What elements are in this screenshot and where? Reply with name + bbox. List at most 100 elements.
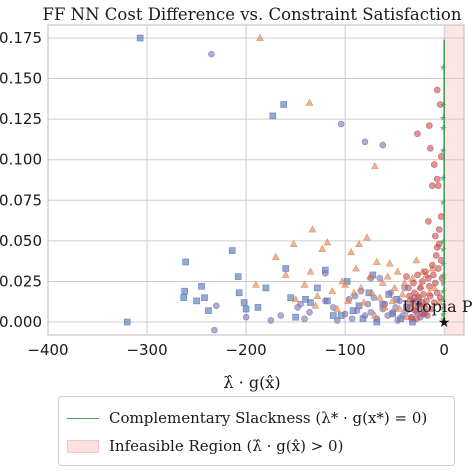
data-point-circle bbox=[267, 317, 275, 324]
data-point-triangle bbox=[333, 304, 342, 312]
x-axis-label: λ̂ · g(x̂) bbox=[223, 373, 280, 392]
plot-frame bbox=[47, 24, 465, 336]
data-point-triangle bbox=[328, 286, 337, 295]
data-point-circle bbox=[277, 312, 285, 319]
data-point-square bbox=[201, 294, 208, 301]
data-point-circle bbox=[367, 308, 375, 316]
data-point-circle bbox=[387, 289, 395, 297]
data-point-triangle bbox=[271, 252, 280, 260]
data-point-circle bbox=[414, 130, 421, 138]
data-point-triangle bbox=[360, 298, 368, 306]
data-point-circle bbox=[437, 213, 445, 220]
legend-line-icon bbox=[67, 417, 99, 419]
data-point-square bbox=[235, 289, 243, 297]
data-point-square bbox=[262, 284, 270, 292]
x-tick-label: −300 bbox=[126, 341, 167, 359]
utopia-star-icon: ★ bbox=[438, 315, 451, 331]
data-point-square bbox=[228, 247, 236, 254]
data-point-circle bbox=[430, 299, 438, 306]
data-point-circle bbox=[431, 232, 439, 240]
data-point-circle bbox=[427, 145, 434, 152]
data-point-circle bbox=[361, 312, 369, 319]
data-point-triangle bbox=[323, 238, 332, 246]
data-point-triangle bbox=[390, 283, 399, 291]
y-tick-label: 0.175 bbox=[0, 29, 42, 47]
y-tick-label: 0.000 bbox=[0, 313, 42, 331]
data-point-triangle bbox=[289, 239, 298, 248]
data-point-circle bbox=[423, 297, 430, 305]
legend-item-region: Infeasible Region (λ̂ · g(x̂) > 0) bbox=[67, 434, 343, 458]
data-point-circle bbox=[361, 138, 369, 146]
data-point-triangle bbox=[380, 303, 389, 311]
data-point-star: ★ bbox=[439, 304, 447, 314]
data-point-star: ★ bbox=[439, 280, 447, 290]
data-point-triangle bbox=[305, 98, 314, 106]
data-point-triangle bbox=[344, 296, 353, 304]
data-point-circle bbox=[411, 289, 418, 297]
data-point-circle bbox=[348, 315, 356, 323]
data-point-circle bbox=[242, 313, 250, 321]
data-point-square bbox=[234, 273, 242, 280]
data-point-circle bbox=[422, 268, 429, 276]
data-point-square bbox=[136, 34, 144, 42]
data-point-circle bbox=[301, 315, 308, 323]
data-point-circle bbox=[429, 261, 436, 269]
data-point-circle bbox=[431, 279, 439, 287]
data-point-star: ★ bbox=[439, 310, 447, 320]
y-tick-labels: 0.000 0.025 0.050 0.075 0.100 0.125 0.150 0.175 bbox=[0, 29, 42, 331]
data-point-star: ★ bbox=[439, 237, 447, 247]
data-point-circle bbox=[384, 312, 392, 319]
series-layer: ★★★★★★★★★★★★★★★★★ bbox=[123, 33, 447, 334]
data-point-star: ★ bbox=[439, 174, 447, 184]
data-point-star: ★ bbox=[439, 146, 447, 156]
data-point-circle bbox=[426, 122, 433, 129]
data-point-triangle bbox=[347, 248, 355, 256]
legend-label-line: Complementary Slackness (λ* · g(x*) = 0) bbox=[109, 409, 428, 427]
data-point-triangle bbox=[350, 288, 358, 296]
data-point-circle bbox=[403, 273, 410, 280]
data-point-circle bbox=[409, 297, 416, 305]
y-tick-label: 0.150 bbox=[0, 70, 42, 88]
data-point-circle bbox=[337, 120, 345, 128]
x-tick-label: −200 bbox=[225, 341, 266, 359]
legend: Complementary Slackness (λ* · g(x*) = 0)… bbox=[58, 396, 455, 466]
data-point-triangle bbox=[375, 293, 384, 301]
x-tick-label: −100 bbox=[325, 341, 366, 359]
y-tick-label: 0.075 bbox=[0, 191, 42, 209]
data-point-circle bbox=[417, 284, 424, 292]
data-point-star: ★ bbox=[439, 271, 447, 281]
legend-item-line: Complementary Slackness (λ* · g(x*) = 0) bbox=[67, 406, 427, 430]
data-point-triangle bbox=[367, 288, 376, 296]
data-point-circle bbox=[394, 317, 401, 324]
data-point-circle bbox=[413, 315, 420, 323]
data-point-star: ★ bbox=[439, 260, 447, 270]
data-point-triangle bbox=[318, 244, 327, 252]
data-point-circle bbox=[322, 297, 329, 305]
data-point-circle bbox=[396, 297, 403, 305]
data-point-square bbox=[329, 312, 337, 319]
data-point-circle bbox=[389, 308, 396, 316]
data-point-square bbox=[242, 305, 250, 313]
data-point-triangle bbox=[281, 270, 290, 278]
data-point-triangle bbox=[370, 311, 379, 319]
data-point-triangle bbox=[300, 280, 309, 288]
data-point-circle bbox=[427, 292, 434, 300]
data-point-square bbox=[205, 307, 212, 314]
data-point-circle bbox=[379, 141, 387, 149]
data-point-circle bbox=[416, 300, 423, 308]
data-point-circle bbox=[421, 304, 428, 311]
data-point-triangle bbox=[372, 257, 381, 265]
x-tick-labels: −400 −300 −200 −100 0 bbox=[27, 341, 449, 359]
data-point-circle bbox=[429, 271, 437, 279]
data-point-star: ★ bbox=[439, 64, 447, 74]
data-point-circle bbox=[341, 310, 349, 318]
x-tick-label: 0 bbox=[439, 341, 449, 359]
data-point-square bbox=[269, 112, 277, 120]
data-point-circle bbox=[436, 101, 444, 108]
data-point-triangle bbox=[357, 283, 365, 291]
x-tick-label: −400 bbox=[27, 341, 68, 359]
data-point-triangle bbox=[338, 277, 347, 285]
data-point-square bbox=[198, 283, 205, 290]
data-point-star: ★ bbox=[439, 198, 447, 208]
